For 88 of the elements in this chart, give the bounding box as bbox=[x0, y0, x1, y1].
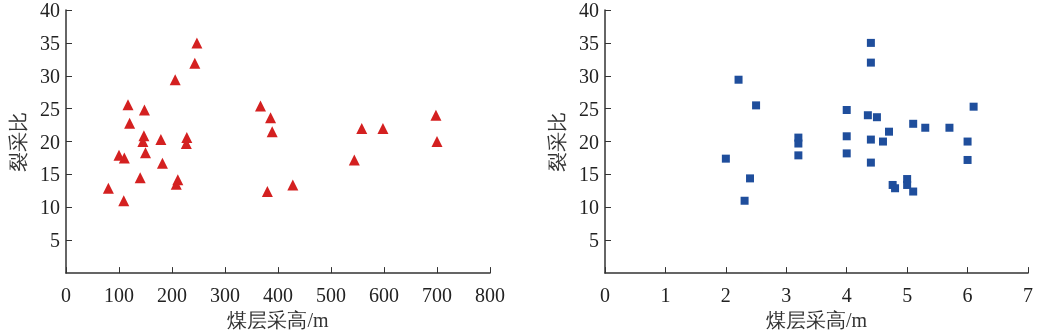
x-tick-label: 800 bbox=[475, 284, 505, 307]
y-tick-label: 30 bbox=[40, 64, 60, 87]
x-tick-label: 200 bbox=[157, 284, 187, 307]
point bbox=[903, 180, 912, 189]
point bbox=[842, 105, 851, 114]
y-tick-label: 35 bbox=[579, 31, 599, 54]
point bbox=[963, 137, 972, 146]
point bbox=[945, 123, 954, 132]
x-axis-title: 煤层采高/m bbox=[765, 309, 868, 331]
y-tick-label: 20 bbox=[579, 130, 599, 153]
point bbox=[124, 117, 136, 129]
point bbox=[140, 147, 151, 159]
y-tick-label: 35 bbox=[40, 31, 60, 54]
y-tick-label: 10 bbox=[579, 196, 599, 219]
x-tick-label: 300 bbox=[210, 284, 240, 307]
point bbox=[348, 154, 360, 166]
y-tick-label: 15 bbox=[579, 163, 599, 186]
y-axis-title: 裂采比 bbox=[7, 111, 29, 172]
point bbox=[169, 74, 181, 86]
x-tick-label: 700 bbox=[422, 284, 452, 307]
point bbox=[921, 123, 930, 132]
point bbox=[191, 37, 203, 49]
y-tick-label: 25 bbox=[40, 97, 60, 120]
point bbox=[261, 186, 273, 198]
x-tick-label: 5 bbox=[902, 284, 913, 307]
point bbox=[734, 75, 743, 84]
x-tick-label: 2 bbox=[720, 284, 731, 307]
point bbox=[963, 155, 972, 164]
x-tick-label: 3 bbox=[781, 284, 792, 307]
point bbox=[155, 134, 167, 146]
y-tick-label: 40 bbox=[579, 0, 599, 21]
point bbox=[752, 101, 761, 110]
point bbox=[878, 137, 887, 146]
y-tick-label: 20 bbox=[40, 130, 60, 153]
y-tick-label: 15 bbox=[40, 163, 60, 186]
point bbox=[172, 174, 184, 186]
point bbox=[134, 172, 146, 184]
y-tick-label: 25 bbox=[579, 97, 599, 120]
x-tick-label: 400 bbox=[263, 284, 293, 307]
point bbox=[794, 139, 803, 148]
x-tick-label: 0 bbox=[61, 284, 71, 307]
y-tick-label: 30 bbox=[579, 64, 599, 87]
point bbox=[866, 38, 875, 47]
x-tick-label: 7 bbox=[1023, 284, 1033, 307]
point bbox=[721, 154, 730, 163]
point bbox=[265, 112, 277, 124]
x-tick-label: 100 bbox=[104, 284, 134, 307]
x-tick-label: 1 bbox=[660, 284, 671, 307]
x-tick-label: 0 bbox=[600, 284, 610, 307]
x-tick-label: 6 bbox=[962, 284, 973, 307]
point bbox=[863, 111, 872, 120]
point bbox=[255, 100, 267, 112]
point bbox=[266, 126, 278, 138]
point bbox=[118, 195, 130, 207]
point bbox=[842, 132, 851, 141]
point bbox=[885, 127, 894, 136]
x-axis-title: 煤层采高/m bbox=[227, 309, 329, 331]
point bbox=[746, 174, 755, 183]
point bbox=[287, 179, 299, 191]
y-tick-label: 5 bbox=[50, 229, 60, 252]
point bbox=[138, 104, 150, 116]
point bbox=[909, 187, 918, 196]
point bbox=[102, 182, 114, 194]
point bbox=[377, 122, 389, 134]
x-tick-label: 500 bbox=[316, 284, 346, 307]
point bbox=[866, 58, 875, 67]
y-tick-label: 5 bbox=[589, 229, 599, 252]
x-tick-label: 4 bbox=[841, 284, 852, 307]
y-axis-title: 裂采比 bbox=[546, 111, 568, 172]
point bbox=[189, 57, 201, 69]
x-tick-label: 600 bbox=[369, 284, 399, 307]
point bbox=[969, 102, 978, 111]
point bbox=[891, 184, 900, 193]
point bbox=[156, 157, 168, 169]
point bbox=[909, 119, 918, 128]
point bbox=[866, 135, 875, 144]
point bbox=[794, 151, 803, 160]
point bbox=[356, 122, 368, 134]
point bbox=[430, 109, 442, 121]
point bbox=[740, 196, 749, 205]
point bbox=[431, 136, 443, 148]
y-tick-label: 40 bbox=[40, 0, 60, 21]
point bbox=[118, 152, 130, 164]
y-tick-label: 10 bbox=[40, 196, 60, 219]
point bbox=[122, 99, 134, 111]
point bbox=[866, 158, 875, 167]
point bbox=[842, 149, 851, 158]
point bbox=[872, 113, 881, 122]
